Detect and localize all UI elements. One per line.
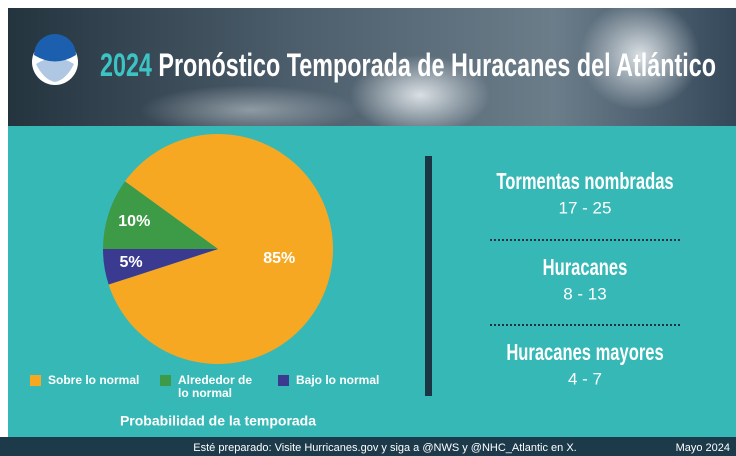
legend-swatch	[30, 375, 41, 386]
legend-swatch	[160, 375, 171, 386]
title-year: 2024	[100, 47, 152, 83]
legend-label: Alrededor de lo normal	[178, 374, 260, 400]
legend-label: Sobre lo normal	[48, 374, 139, 387]
legend-swatch	[278, 375, 289, 386]
footer-note: Esté preparado: Visite Hurricanes.gov y …	[193, 442, 576, 454]
legend-item: Bajo lo normal	[278, 374, 398, 400]
legend: Sobre lo normal Alrededor de lo normal Baj…	[30, 374, 410, 400]
forecast-range: 8 - 13	[563, 284, 606, 303]
noaa-logo	[32, 34, 78, 85]
forecast-label: Huracanes	[543, 256, 628, 281]
infographic: 2024 Pronóstico Temporada de Huracanes d…	[0, 0, 736, 456]
slice-label: 10%	[118, 213, 150, 230]
forecast-label: Tormentas nombradas	[496, 170, 673, 195]
legend-item: Sobre lo normal	[30, 374, 160, 400]
title: 2024 Pronóstico Temporada de Huracanes d…	[100, 47, 716, 83]
title-text: Pronóstico Temporada de Huracanes del At…	[158, 47, 716, 83]
forecast-label: Huracanes mayores	[506, 341, 663, 366]
slice-label: 5%	[120, 254, 143, 271]
legend-item: Alrededor de lo normal	[160, 374, 278, 400]
forecast-range: 17 - 25	[559, 198, 612, 217]
divider	[425, 156, 432, 396]
footer-date: Mayo 2024	[676, 442, 730, 454]
chart-caption: Probabilidad de la temporada	[120, 413, 316, 429]
slice-label: 85%	[263, 250, 295, 267]
legend-label: Bajo lo normal	[296, 374, 379, 387]
forecast-range: 4 - 7	[568, 369, 602, 388]
